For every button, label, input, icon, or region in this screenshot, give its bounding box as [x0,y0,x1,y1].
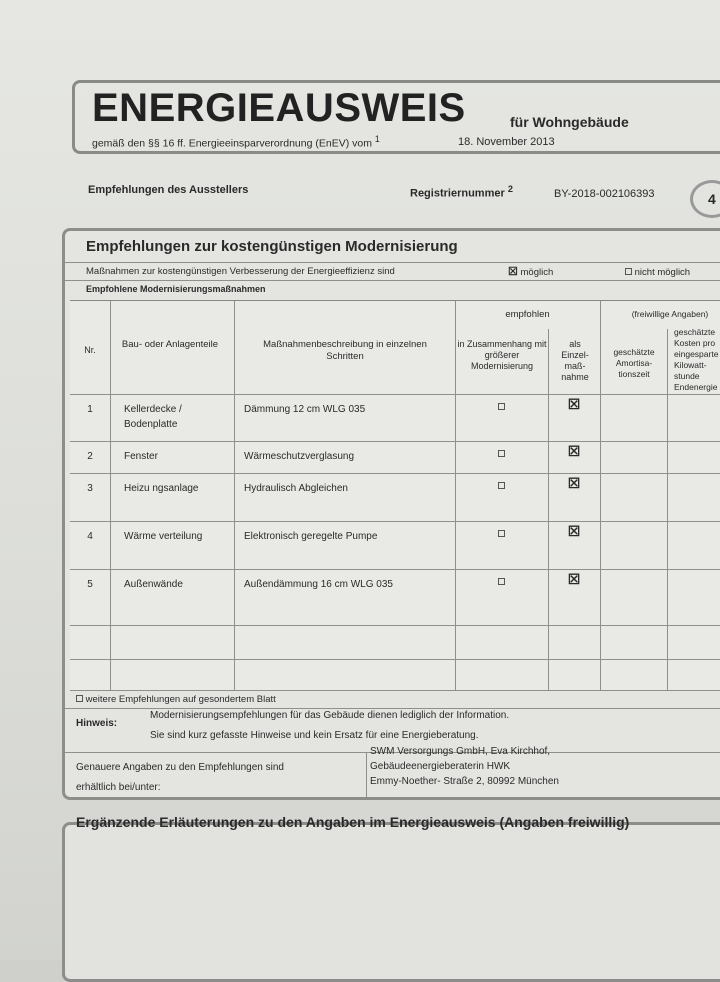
regulation-date: 18. November 2013 [458,136,555,148]
document-subtitle: für Wohngebäude [510,114,629,130]
registration-number: BY-2018-002106393 [554,188,655,200]
option-not-possible[interactable]: nicht möglich [625,267,690,278]
row-single-checked-x-icon[interactable]: ☒ [567,571,581,587]
more-label: weitere Empfehlungen auf gesondertem Bla… [85,694,276,705]
row-combined-checkbox[interactable] [455,575,548,590]
row-combined-checkbox[interactable] [455,479,548,494]
note-line-1: Modernisierungsempfehlungen für das Gebä… [150,710,510,721]
row-part: Kellerdecke / Bodenplatte [124,404,182,430]
measures-text: Maßnahmen zur kostengünstigen Verbesseru… [86,266,395,277]
row-desc: Hydraulisch Abgleichen [244,483,348,494]
note-label: Hinweis: [76,718,118,729]
registration-label: Registriernummer 2 [410,184,513,200]
row-nr: 3 [87,483,93,494]
row-nr: 2 [87,451,93,462]
regulation-label: gemäß den §§ 16 ff. Energieeinsparverord… [92,137,372,150]
contact-label-2: erhältlich bei/unter: [76,782,161,793]
checkbox-icon [76,695,83,702]
col-single: als Einzel-maß-nahme [561,339,589,382]
row-desc: Wärmeschutzverglasung [244,451,355,462]
checkbox-icon [625,268,632,275]
row-desc: Außendämmung 16 cm WLG 035 [244,579,393,590]
col-amortisation: geschätzte Amortisa-tionszeit [613,347,655,379]
measures-table: Nr. Bau- oder Anlagenteile Maßnahmenbesc… [70,300,720,691]
option-possible[interactable]: ☒ möglich [508,265,553,278]
row-single-checked-x-icon[interactable]: ☒ [567,523,581,539]
regulation-text: gemäß den §§ 16 ff. Energieeinsparverord… [92,134,380,150]
checkbox-icon [498,403,505,410]
row-single-checked-x-icon[interactable]: ☒ [567,475,581,491]
section-label: Empfehlungen des Ausstellers [88,184,249,196]
checkbox-icon [498,450,505,457]
possible-label: möglich [520,267,554,278]
row-part: Fenster [124,451,158,462]
row-nr: 1 [87,404,93,415]
subheading: Empfohlene Modernisierungsmaßnahmen [86,284,266,294]
row-nr: 4 [87,531,93,542]
row-desc: Dämmung 12 cm WLG 035 [244,404,366,415]
checked-x-icon: ☒ [508,266,518,278]
col-part: Bau- oder Anlagenteile [121,339,219,350]
registration-label-text: Registriernummer [410,187,505,200]
page-number: 4 [690,180,720,218]
recommendations-title: Empfehlungen zur kostengünstigen Moderni… [86,238,458,255]
col-desc: Maßnahmenbeschreibung in einzelnen Schri… [263,339,427,362]
note-line-2: Sie sind kurz gefasste Hinweise und kein… [150,730,479,741]
row-combined-checkbox[interactable] [455,527,548,542]
header-box [72,80,720,154]
row-part: Heizu ngsanlage [124,483,199,494]
more-recommendations[interactable]: weitere Empfehlungen auf gesondertem Bla… [76,694,276,705]
row-nr: 5 [87,579,93,590]
checkbox-icon [498,530,505,537]
contact-label-1: Genauere Angaben zu den Empfehlungen sin… [76,762,284,773]
row-single-checked-x-icon[interactable]: ☒ [567,443,581,459]
col-cost: geschätzte Kosten pro eingesparte Kilowa… [674,327,719,392]
col-combined: in Zusammenhang mit größerer Modernisier… [457,339,547,371]
contact-line-1: SWM Versorgungs GmbH, Eva Kirchhof, [370,746,551,757]
footnote-marker: 1 [374,134,380,144]
supplement-title: Ergänzende Erläuterungen zu den Angaben … [76,814,630,830]
row-desc: Elektronisch geregelte Pumpe [244,531,378,542]
not-possible-label: nicht möglich [634,267,691,278]
row-part: Wärme verteilung [124,531,203,542]
col-nr: Nr. [84,345,96,355]
contact-line-2: Gebäudeenergieberaterin HWK [370,761,511,772]
row-single-checked-x-icon[interactable]: ☒ [567,396,581,412]
footnote-marker: 2 [507,184,513,194]
row-combined-checkbox[interactable] [455,400,548,415]
document-title: ENERGIEAUSWEIS [92,86,466,130]
checkbox-icon [498,482,505,489]
row-combined-checkbox[interactable] [455,447,548,462]
contact-line-3: Emmy-Noether- Straße 2, 80992 München [370,776,559,787]
supplement-box [62,822,720,982]
checkbox-icon [498,578,505,585]
col-recommended: empfohlen [505,309,550,320]
col-optional: (freiwillige Angaben) [631,309,709,319]
row-part: Außenwände [124,579,183,590]
